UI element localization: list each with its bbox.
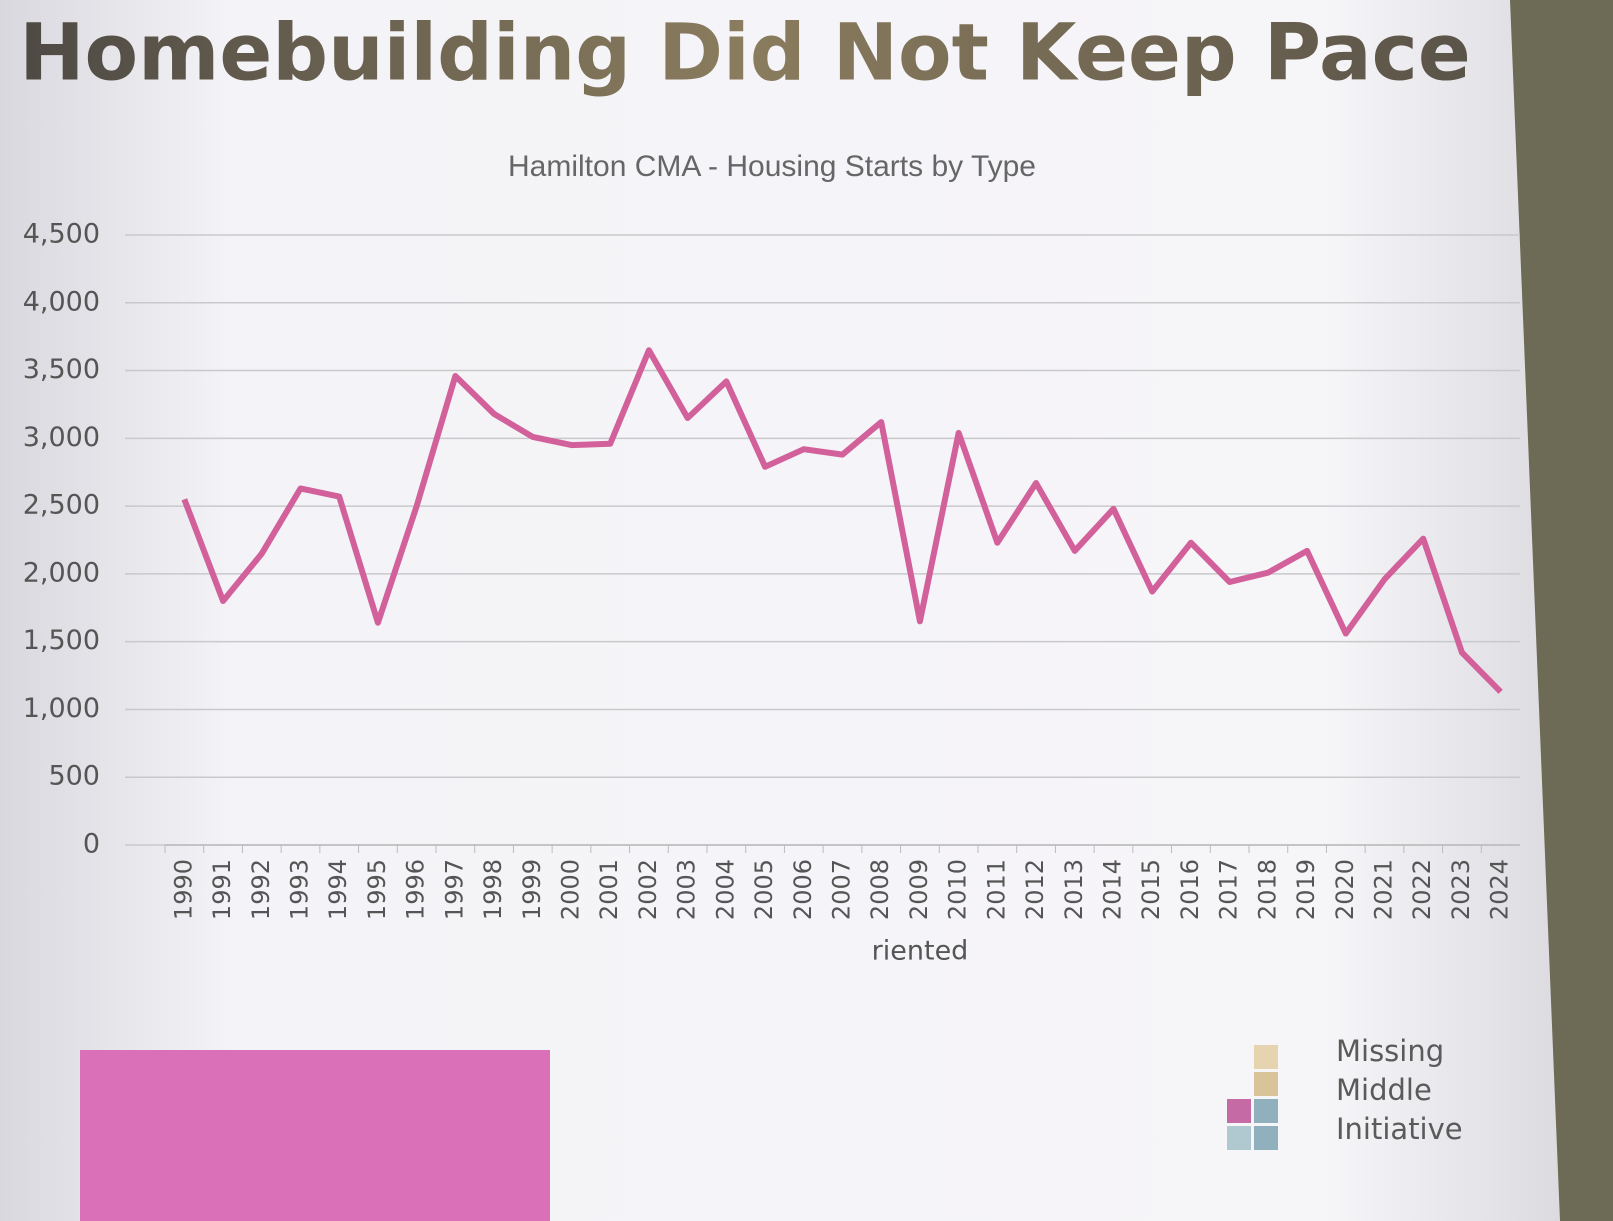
x-tick-label: 2012 (1021, 859, 1049, 920)
x-tick-label: 2001 (595, 859, 623, 920)
line-series (181, 347, 1503, 694)
logo-square (1227, 1099, 1251, 1123)
x-tick-label: 1997 (440, 859, 468, 920)
y-tick-label: 4,000 (23, 286, 100, 317)
slide-heading: Homebuilding Did Not Keep Pace (19, 8, 1470, 98)
x-tick-label: 2010 (944, 859, 972, 920)
x-tick-label: 2002 (634, 859, 662, 920)
y-tick-label: 0 (83, 829, 100, 860)
banner (80, 1050, 550, 1221)
x-tick-label: 1995 (363, 859, 391, 920)
x-tick-label: 2013 (1060, 859, 1088, 920)
y-tick-label: 1,500 (23, 625, 100, 656)
x-tick-label: 1990 (169, 859, 197, 920)
logo-text: Initiative (1336, 1112, 1463, 1146)
y-tick-label: 1,000 (23, 693, 100, 724)
x-tick-label: 2008 (866, 859, 894, 920)
x-tick-label: 1992 (247, 859, 275, 920)
screen (0, 0, 1560, 1221)
y-tick-label: 2,000 (23, 557, 100, 588)
x-tick-label: 1993 (286, 859, 314, 920)
x-tick-label: 2005 (750, 859, 778, 920)
y-tick-label: 4,500 (23, 219, 100, 250)
logo-text: Middle (1336, 1073, 1432, 1107)
x-tick-label: 2003 (673, 859, 701, 920)
logo-square (1254, 1072, 1278, 1096)
x-tick-label: 2007 (828, 859, 856, 920)
x-tick-label: 2009 (905, 859, 933, 920)
logo-text: Missing (1336, 1034, 1444, 1068)
logo-square (1254, 1099, 1278, 1123)
y-tick-label: 500 (48, 761, 100, 792)
logo-square (1254, 1126, 1278, 1150)
x-tick-label: 2014 (1099, 859, 1127, 920)
chart-title: Hamilton CMA - Housing Starts by Type (508, 150, 1036, 183)
x-tick-label: 2017 (1215, 859, 1243, 920)
x-tick-label: 1996 (402, 859, 430, 920)
x-tick-label: 2000 (557, 859, 585, 920)
y-tick-label: 3,000 (23, 422, 100, 453)
x-tick-label: 2004 (711, 859, 739, 920)
x-tick-label: 2016 (1176, 859, 1204, 920)
x-tick-label: 2020 (1331, 859, 1359, 920)
logo-square (1227, 1126, 1251, 1150)
x-tick-label: 2023 (1447, 859, 1475, 920)
legend-label: riented (872, 936, 969, 967)
x-tick-label: 1994 (324, 859, 352, 920)
y-tick-label: 3,500 (23, 354, 100, 385)
x-tick-label: 1991 (208, 859, 236, 920)
logo-square (1254, 1045, 1278, 1069)
x-tick-label: 1999 (518, 859, 546, 920)
logo: Missing Middle Initiative (1227, 1034, 1463, 1150)
x-tick-label: 1998 (479, 859, 507, 920)
x-tick-label: 2006 (789, 859, 817, 920)
x-tick-label: 2011 (982, 859, 1010, 920)
x-tick-label: 2019 (1292, 859, 1320, 920)
x-tick-label: 2018 (1253, 859, 1281, 920)
x-tick-label: 2022 (1408, 859, 1436, 920)
x-tick-label: 2024 (1486, 859, 1514, 920)
x-tick-label: 2021 (1370, 859, 1398, 920)
x-tick-label: 2015 (1137, 859, 1165, 920)
y-tick-label: 2,500 (23, 490, 100, 521)
